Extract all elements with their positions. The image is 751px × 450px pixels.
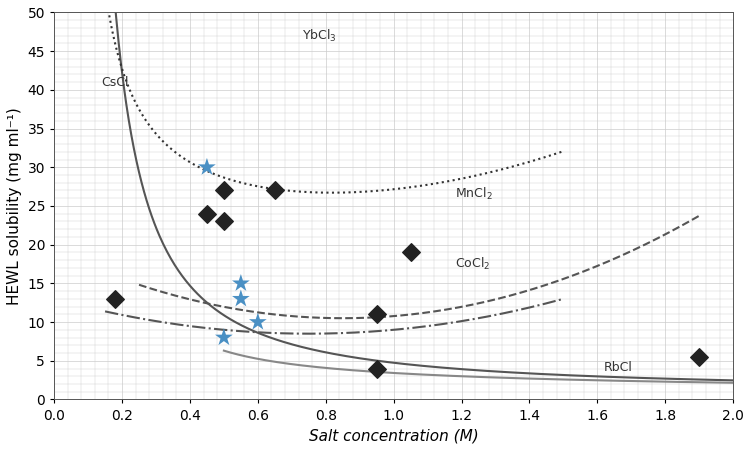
Text: RbCl: RbCl: [604, 361, 633, 374]
X-axis label: Salt concentration (M): Salt concentration (M): [309, 428, 478, 443]
Point: [201, 164, 213, 171]
Point: [218, 334, 230, 341]
Text: CoCl$_2$: CoCl$_2$: [455, 256, 490, 272]
Point: [371, 365, 383, 372]
Point: [693, 353, 705, 360]
Text: MnCl$_2$: MnCl$_2$: [455, 186, 493, 202]
Text: YbCl$_3$: YbCl$_3$: [302, 27, 336, 44]
Point: [201, 210, 213, 217]
Text: CsCl: CsCl: [101, 76, 129, 89]
Point: [252, 319, 264, 326]
Point: [405, 249, 417, 256]
Point: [218, 187, 230, 194]
Point: [235, 295, 247, 302]
Point: [218, 218, 230, 225]
Point: [269, 187, 281, 194]
Y-axis label: HEWL solubility (mg ml⁻¹): HEWL solubility (mg ml⁻¹): [7, 107, 22, 305]
Point: [235, 280, 247, 287]
Point: [371, 311, 383, 318]
Point: [109, 295, 121, 302]
